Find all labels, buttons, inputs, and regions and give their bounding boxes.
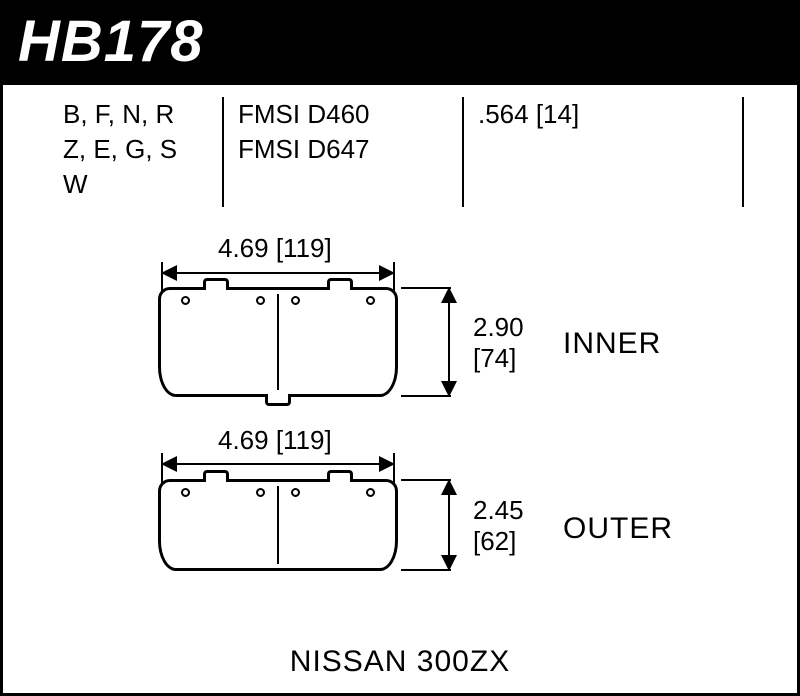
inner-height-arrow: [448, 289, 450, 395]
outer-side-label: OUTER: [563, 512, 673, 546]
outer-height-line2: [62]: [473, 526, 524, 557]
compound-codes: B, F, N, R Z, E, G, S W: [63, 97, 218, 207]
pad-tab: [265, 394, 291, 406]
inner-width-label: 4.69 [119]: [218, 233, 332, 264]
pad-hole: [181, 296, 190, 305]
inner-side-label: INNER: [563, 327, 661, 361]
pad-hole: [366, 488, 375, 497]
outer-height-label: 2.45 [62]: [473, 495, 524, 557]
spec-sheet-content: B, F, N, R Z, E, G, S W FMSI D460 FMSI D…: [0, 85, 800, 696]
vehicle-application-label: NISSAN 300ZX: [3, 645, 797, 679]
outer-width-label: 4.69 [119]: [218, 425, 332, 456]
fmsi-line2: FMSI D647: [238, 132, 458, 167]
outer-pad-drawing: [158, 479, 398, 571]
inner-pad-shape: [158, 287, 398, 397]
compounds-line2: Z, E, G, S: [63, 132, 218, 167]
thickness-spec: .564 [14]: [478, 97, 738, 207]
pad-hole: [181, 488, 190, 497]
outer-height-arrow: [448, 481, 450, 569]
header-bar: HB178: [0, 0, 800, 85]
outer-width-arrow: [163, 463, 393, 465]
diagram-area: 4.69 [119] 2.90 [74] INNER 4.69 [119]: [3, 227, 797, 607]
inner-height-line2: [74]: [473, 343, 524, 374]
outer-pad-shape: [158, 479, 398, 571]
fmsi-codes: FMSI D460 FMSI D647: [238, 97, 458, 207]
compounds-line3: W: [63, 167, 218, 202]
thickness-value: .564 [14]: [478, 97, 738, 132]
divider-icon: [462, 97, 464, 207]
divider-icon: [222, 97, 224, 207]
inner-height-label: 2.90 [74]: [473, 312, 524, 374]
compounds-line1: B, F, N, R: [63, 97, 218, 132]
inner-pad-drawing: [158, 287, 398, 397]
pad-hole: [366, 296, 375, 305]
spec-row: B, F, N, R Z, E, G, S W FMSI D460 FMSI D…: [3, 85, 797, 207]
pad-tab: [327, 278, 353, 290]
pad-hole: [256, 296, 265, 305]
fmsi-line1: FMSI D460: [238, 97, 458, 132]
outer-height-line1: 2.45: [473, 495, 524, 526]
inner-width-arrow: [163, 272, 393, 274]
pad-hole: [291, 488, 300, 497]
pad-hole: [291, 296, 300, 305]
pad-hole: [256, 488, 265, 497]
pad-tab: [203, 470, 229, 482]
inner-height-line1: 2.90: [473, 312, 524, 343]
pad-tab: [203, 278, 229, 290]
part-number-title: HB178: [18, 8, 782, 75]
divider-icon: [742, 97, 744, 207]
pad-tab: [327, 470, 353, 482]
